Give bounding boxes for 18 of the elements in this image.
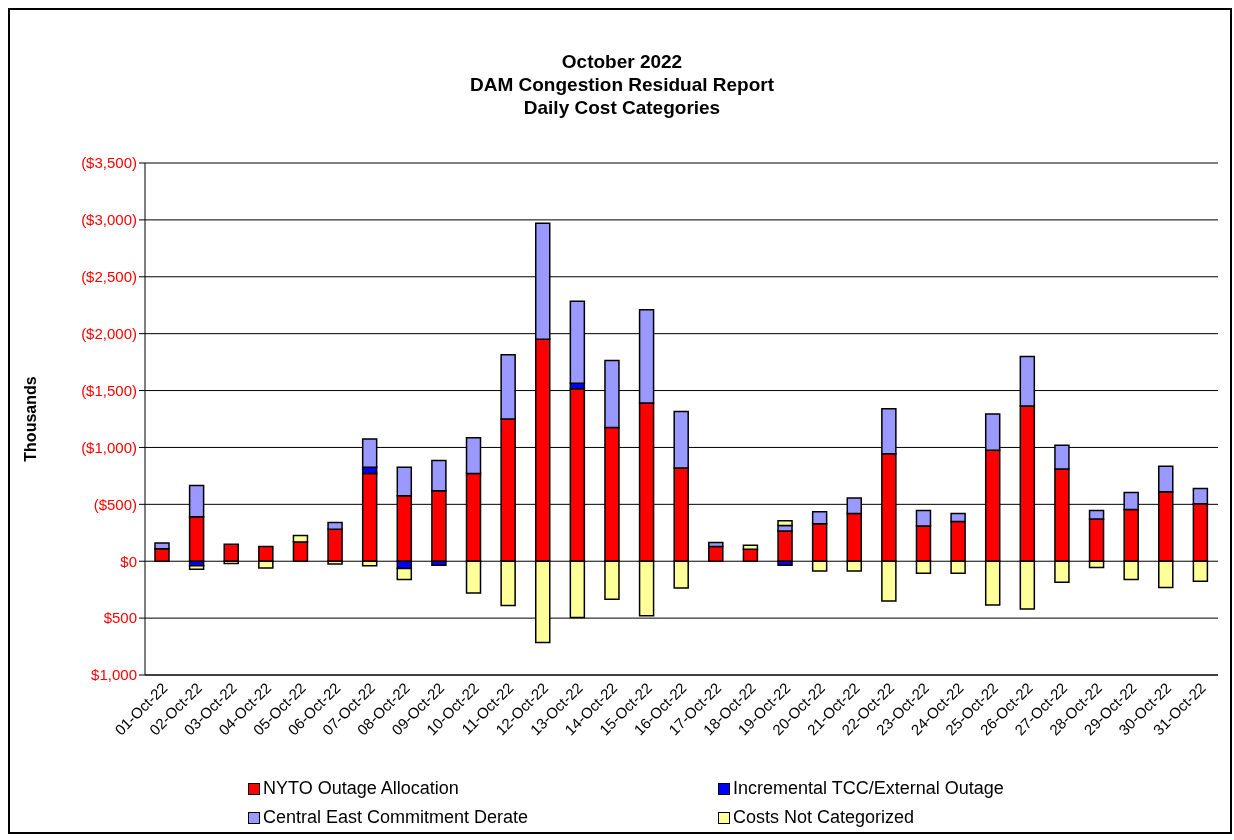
bar	[777, 530, 793, 562]
bar	[223, 543, 239, 562]
y-tick-label: ($3,500)	[81, 154, 137, 172]
y-tick-label: $0	[120, 552, 137, 570]
y-tick-label: $500	[103, 609, 137, 627]
y-tick-label: ($1,500)	[81, 381, 137, 399]
legend-label: Incremental TCC/External Outage	[733, 778, 1004, 799]
legend-label: NYTO Outage Allocation	[263, 778, 459, 799]
legend-label: Central East Commitment Derate	[263, 807, 529, 828]
y-tick-label: ($500)	[93, 495, 137, 513]
y-axis-title: Thousands	[21, 376, 39, 462]
y-tick-label: ($2,500)	[81, 268, 137, 286]
y-tick-label: $1,000	[91, 666, 137, 684]
y-tick-label: ($3,000)	[81, 211, 137, 229]
chart-title: October 2022 DAM Congestion Residual Report Daily Cost Categories	[469, 50, 775, 119]
y-tick-label: ($1,000)	[81, 438, 137, 456]
legend-label: Costs Not Categorized	[733, 807, 915, 828]
y-tick-label: ($2,000)	[81, 324, 137, 342]
